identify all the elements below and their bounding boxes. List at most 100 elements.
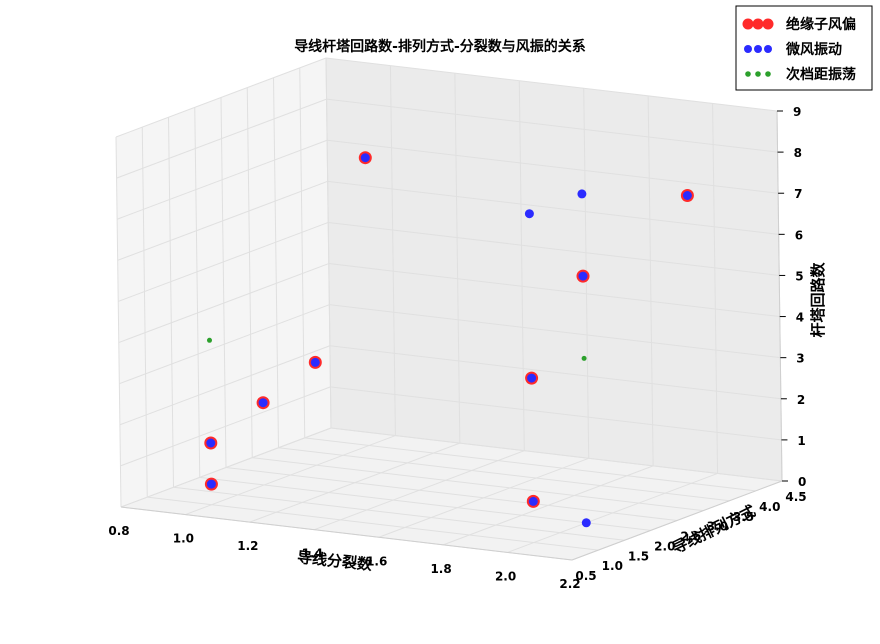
y-tick-label: 4.5 [785, 490, 806, 504]
point-series-1 [528, 496, 538, 506]
grid-line-z [325, 57, 778, 112]
grid-line-z [327, 180, 779, 235]
z-tick-label: 5 [795, 269, 803, 283]
x-tick-label: 1.0 [173, 532, 194, 546]
grid-line-y [168, 117, 174, 488]
z-tick-label: 8 [794, 146, 802, 160]
point-series-1 [310, 357, 320, 367]
grid-line-y [147, 496, 599, 551]
grid-line-z [329, 345, 781, 400]
grid-line-y [194, 107, 201, 478]
grid-line-y [225, 467, 678, 521]
z-tick-label: 9 [793, 105, 801, 119]
grid-line-z [329, 304, 781, 359]
x-tick-label: 1.8 [430, 562, 451, 576]
grid-line-y [299, 67, 306, 438]
grid-line-y [252, 457, 704, 512]
legend-marker [752, 18, 764, 30]
chart-title: 导线杆塔回路数-排列方式-分裂数与风振的关系 [294, 38, 586, 55]
point-series-1 [206, 438, 216, 448]
point-series-1 [682, 191, 692, 200]
legend-marker [765, 71, 771, 77]
z-tick-label: 3 [796, 352, 804, 366]
grid-line-z [119, 345, 331, 426]
legend-marker [755, 71, 761, 77]
legend-marker [762, 18, 774, 30]
z-tick-label: 4 [796, 311, 804, 325]
grid-line-y [325, 57, 332, 429]
grid-line-z [327, 139, 779, 194]
x-tick-label: 1.2 [237, 539, 258, 553]
grid-line-y [220, 97, 227, 468]
legend-label: 次档距振荡 [786, 66, 856, 83]
grid-line-y [278, 447, 730, 502]
y-axis-line [571, 480, 783, 561]
grid-line-z [330, 427, 783, 482]
legend-entry-aeolian: 微风振动 [744, 41, 842, 58]
point-series-1 [527, 373, 537, 383]
point-series-1 [258, 398, 268, 408]
axis-lines [120, 110, 783, 561]
grid-line-y [273, 77, 279, 448]
y-tick-label: 4.0 [759, 500, 780, 514]
y-tick-label: 1.5 [628, 549, 649, 563]
x-axis-label: 导线分裂数 [296, 548, 373, 574]
grid-line-y [173, 486, 625, 541]
grid-line-z [117, 180, 328, 261]
grid-line-z [120, 386, 331, 467]
grid-line-y [246, 87, 253, 458]
point-series-2 [581, 355, 587, 361]
grid-line-z [328, 263, 780, 318]
z-tick-label: 6 [795, 228, 803, 242]
grid-line-x [518, 80, 525, 451]
legend-entry-insulator: 绝缘子风偏 [742, 16, 856, 33]
legend: 绝缘子风偏 微风振动 次档距振荡 [735, 5, 873, 91]
x-tick-label: 2.0 [495, 569, 516, 583]
x-tick-label: 1.6 [366, 554, 387, 568]
x-tick-label: 2.2 [559, 577, 580, 591]
point-series-1 [577, 189, 587, 199]
y-tick-label: 2.0 [654, 539, 675, 553]
legend-marker [744, 45, 752, 53]
grid-line-z [118, 221, 329, 302]
grid-line-z [116, 139, 328, 220]
grid-line-z [116, 98, 327, 179]
grid-line-z [115, 57, 327, 138]
grid-line-y [115, 136, 122, 508]
legend-marker [745, 71, 751, 77]
grid-line-z [330, 386, 782, 441]
y-tick-label: 3.0 [707, 520, 728, 534]
legend-marker [754, 45, 762, 53]
legend-marker [742, 18, 754, 30]
x-tick-label: 0.8 [108, 524, 129, 538]
y-tick-label: 0.5 [575, 569, 596, 583]
grid-line-x [389, 65, 396, 436]
point-series-1 [581, 518, 591, 528]
z-axis-line [776, 110, 783, 482]
z-tick-label: 7 [794, 187, 802, 201]
legend-label: 微风振动 [785, 41, 842, 58]
tick-labels: 0.8 1.0 1.2 1.4 1.6 1.8 2.0 2.20.5 1.0 1.5 2.0 2.5 3… [108, 105, 806, 591]
y-tick-label: 3.5 [733, 510, 754, 524]
z-tick-label: 2 [797, 393, 805, 407]
grid-line-z [119, 304, 330, 385]
grid-line-z [326, 98, 778, 153]
grid-line-z [120, 427, 332, 508]
point-series-1 [360, 153, 370, 163]
grid-line-y [199, 476, 651, 531]
z-tick-label: 0 [798, 475, 806, 489]
point-series-1 [524, 209, 534, 219]
z-tick-label: 1 [797, 434, 805, 448]
y-tick-label: 1.0 [602, 559, 623, 573]
grid-line-x [647, 95, 654, 466]
back-wall-pane [326, 58, 782, 481]
grid-line-x [454, 73, 461, 444]
data-points [204, 151, 694, 528]
grid-line-y [304, 437, 756, 492]
point-series-1 [206, 479, 216, 489]
grid-line-y [141, 127, 148, 498]
point-series-1 [578, 271, 588, 281]
grid-line-x [712, 103, 719, 474]
grid-line-z [118, 263, 329, 344]
